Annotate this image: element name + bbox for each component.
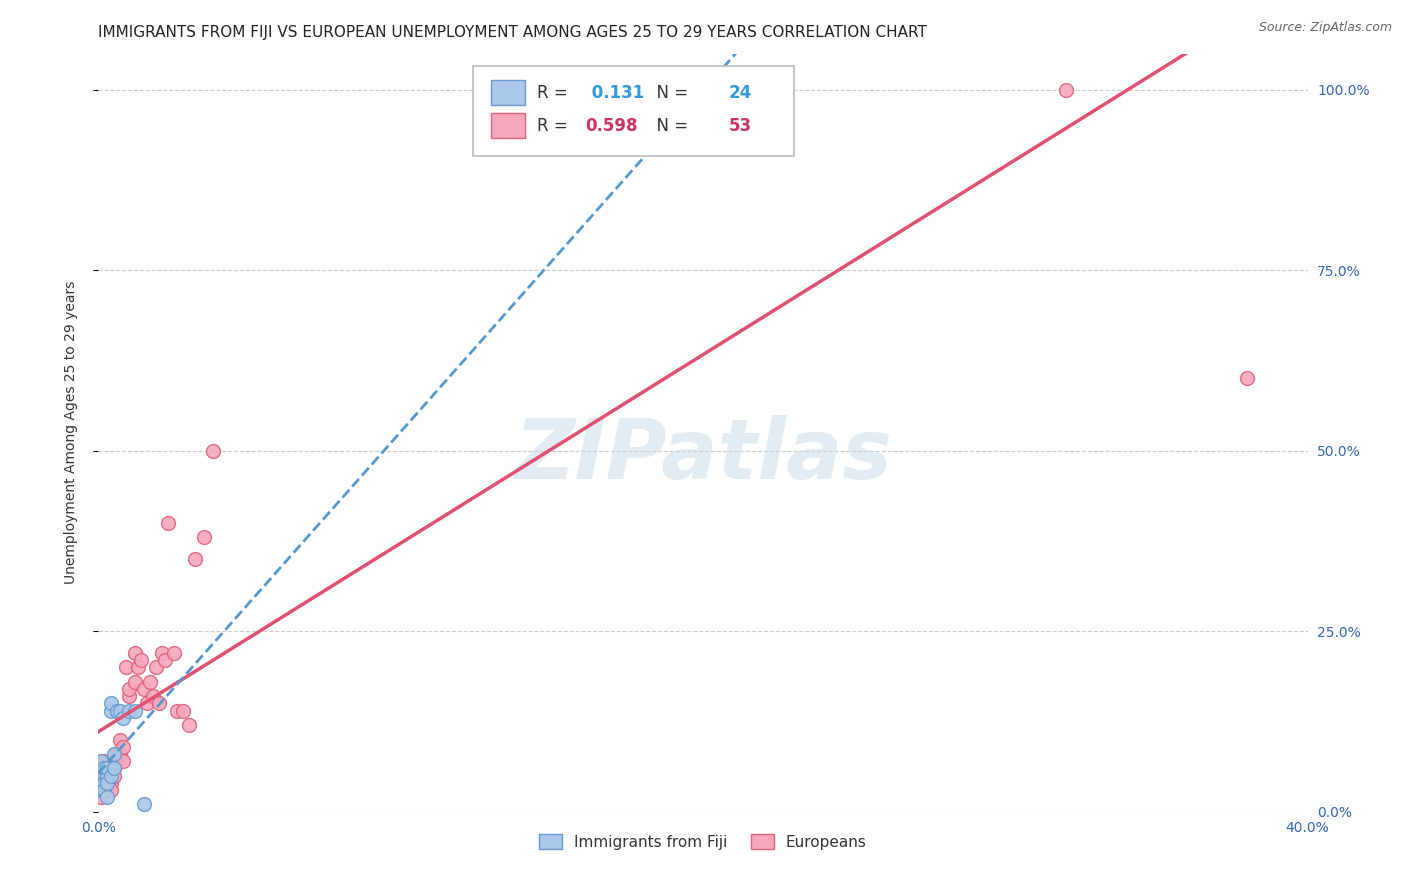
Point: [111, 739, 134, 754]
Point: [127, 660, 149, 674]
Point: [103, 769, 125, 783]
FancyBboxPatch shape: [492, 113, 526, 138]
Point: [139, 674, 162, 689]
Point: [103, 761, 125, 775]
Point: [124, 704, 146, 718]
Text: N =: N =: [647, 117, 693, 135]
Y-axis label: Unemployment Among Ages 25 to 29 years: Unemployment Among Ages 25 to 29 years: [63, 281, 77, 584]
Text: R =: R =: [537, 84, 574, 102]
Point: [93, 769, 115, 783]
FancyBboxPatch shape: [492, 80, 526, 105]
Point: [96, 761, 118, 775]
Point: [118, 704, 141, 718]
Text: 24: 24: [728, 84, 752, 102]
Point: [150, 646, 173, 660]
Point: [90, 783, 112, 797]
Point: [96, 776, 118, 790]
Point: [108, 732, 131, 747]
Point: [90, 790, 112, 805]
Point: [90, 761, 112, 775]
Point: [93, 761, 115, 775]
Point: [132, 681, 155, 696]
Text: Source: ZipAtlas.com: Source: ZipAtlas.com: [1258, 21, 1392, 34]
Point: [93, 783, 115, 797]
Point: [132, 797, 155, 812]
Point: [153, 653, 176, 667]
Point: [90, 769, 112, 783]
Point: [166, 704, 188, 718]
Point: [163, 646, 186, 660]
Point: [100, 769, 122, 783]
Point: [193, 530, 215, 544]
Point: [100, 697, 122, 711]
Text: N =: N =: [647, 84, 693, 102]
Point: [90, 769, 112, 783]
Point: [93, 761, 115, 775]
Point: [96, 769, 118, 783]
Text: 53: 53: [728, 117, 752, 135]
Point: [93, 776, 115, 790]
Point: [90, 776, 112, 790]
Point: [103, 747, 125, 761]
Point: [156, 516, 179, 530]
Point: [103, 761, 125, 775]
Point: [118, 681, 141, 696]
Point: [179, 718, 201, 732]
Point: [108, 747, 131, 761]
Point: [103, 754, 125, 768]
Point: [93, 776, 115, 790]
Text: 0.131: 0.131: [586, 84, 644, 102]
Point: [142, 689, 165, 703]
Text: IMMIGRANTS FROM FIJI VS EUROPEAN UNEMPLOYMENT AMONG AGES 25 TO 29 YEARS CORRELAT: IMMIGRANTS FROM FIJI VS EUROPEAN UNEMPLO…: [98, 25, 928, 40]
Point: [184, 552, 207, 566]
FancyBboxPatch shape: [474, 66, 793, 156]
Point: [93, 754, 115, 768]
Point: [105, 747, 128, 761]
Point: [114, 660, 136, 674]
Point: [148, 697, 170, 711]
Point: [93, 769, 115, 783]
Point: [100, 761, 122, 775]
Point: [90, 754, 112, 768]
Text: R =: R =: [537, 117, 574, 135]
Point: [124, 646, 146, 660]
Point: [172, 704, 194, 718]
Point: [90, 776, 112, 790]
Point: [118, 689, 141, 703]
Point: [100, 783, 122, 797]
Point: [96, 769, 118, 783]
Point: [96, 776, 118, 790]
Point: [105, 754, 128, 768]
Point: [100, 776, 122, 790]
Point: [111, 754, 134, 768]
Point: [105, 704, 128, 718]
Point: [108, 704, 131, 718]
Point: [129, 653, 152, 667]
Point: [100, 704, 122, 718]
Point: [90, 761, 112, 775]
Point: [1236, 371, 1258, 385]
Point: [202, 443, 225, 458]
Point: [111, 711, 134, 725]
Point: [96, 769, 118, 783]
Point: [692, 82, 714, 96]
Legend: Immigrants from Fiji, Europeans: Immigrants from Fiji, Europeans: [531, 826, 875, 857]
Point: [145, 660, 167, 674]
Text: 0.598: 0.598: [586, 117, 638, 135]
Point: [90, 783, 112, 797]
Point: [540, 82, 562, 96]
Point: [96, 761, 118, 775]
Text: ZIPatlas: ZIPatlas: [515, 415, 891, 496]
Point: [96, 790, 118, 805]
Point: [93, 783, 115, 797]
Point: [135, 697, 157, 711]
Point: [1054, 82, 1077, 96]
Point: [124, 674, 146, 689]
